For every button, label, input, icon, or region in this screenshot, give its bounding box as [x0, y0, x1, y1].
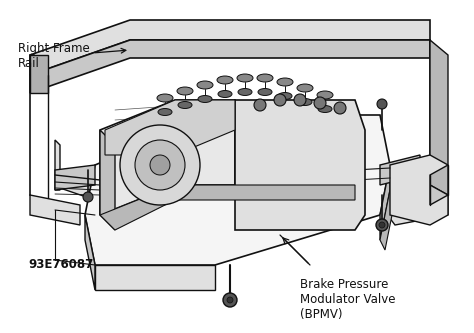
Polygon shape [85, 115, 390, 265]
Circle shape [334, 102, 346, 114]
Ellipse shape [238, 89, 252, 96]
Polygon shape [430, 185, 448, 215]
Polygon shape [95, 265, 215, 290]
Polygon shape [380, 190, 395, 250]
Ellipse shape [198, 96, 212, 103]
Polygon shape [235, 100, 365, 230]
Polygon shape [380, 165, 390, 240]
Polygon shape [55, 140, 130, 200]
Ellipse shape [258, 89, 272, 96]
Polygon shape [390, 155, 448, 225]
Polygon shape [85, 215, 95, 290]
Ellipse shape [177, 87, 193, 95]
Circle shape [254, 99, 266, 111]
Ellipse shape [197, 81, 213, 89]
Circle shape [227, 297, 233, 303]
Circle shape [314, 97, 326, 109]
Polygon shape [105, 100, 235, 155]
Circle shape [274, 94, 286, 106]
Polygon shape [30, 40, 430, 93]
Ellipse shape [278, 93, 292, 100]
Ellipse shape [298, 99, 312, 106]
Circle shape [379, 222, 385, 228]
Ellipse shape [277, 78, 293, 86]
Circle shape [83, 192, 93, 202]
Polygon shape [30, 195, 80, 225]
Ellipse shape [218, 91, 232, 98]
Ellipse shape [257, 74, 273, 82]
Polygon shape [430, 40, 448, 195]
Polygon shape [100, 185, 355, 230]
Text: Modulator Valve: Modulator Valve [300, 293, 395, 306]
Polygon shape [30, 20, 430, 75]
Circle shape [294, 94, 306, 106]
Circle shape [150, 155, 170, 175]
Ellipse shape [217, 76, 233, 84]
Circle shape [135, 140, 185, 190]
Circle shape [223, 293, 237, 307]
Polygon shape [100, 100, 235, 215]
Ellipse shape [297, 84, 313, 92]
Polygon shape [55, 165, 95, 190]
Ellipse shape [157, 94, 173, 102]
Polygon shape [30, 55, 48, 93]
Ellipse shape [158, 109, 172, 116]
Text: 93E76087: 93E76087 [28, 258, 93, 271]
Ellipse shape [317, 91, 333, 99]
Ellipse shape [318, 106, 332, 113]
Circle shape [120, 125, 200, 205]
Polygon shape [100, 130, 115, 230]
Ellipse shape [178, 102, 192, 109]
Text: (BPMV): (BPMV) [300, 308, 343, 321]
Text: Brake Pressure: Brake Pressure [300, 278, 388, 291]
Ellipse shape [237, 74, 253, 82]
Polygon shape [380, 205, 448, 225]
Text: Right Frame
Rail: Right Frame Rail [18, 42, 126, 70]
Polygon shape [380, 155, 420, 185]
Circle shape [377, 99, 387, 109]
Circle shape [376, 219, 388, 231]
